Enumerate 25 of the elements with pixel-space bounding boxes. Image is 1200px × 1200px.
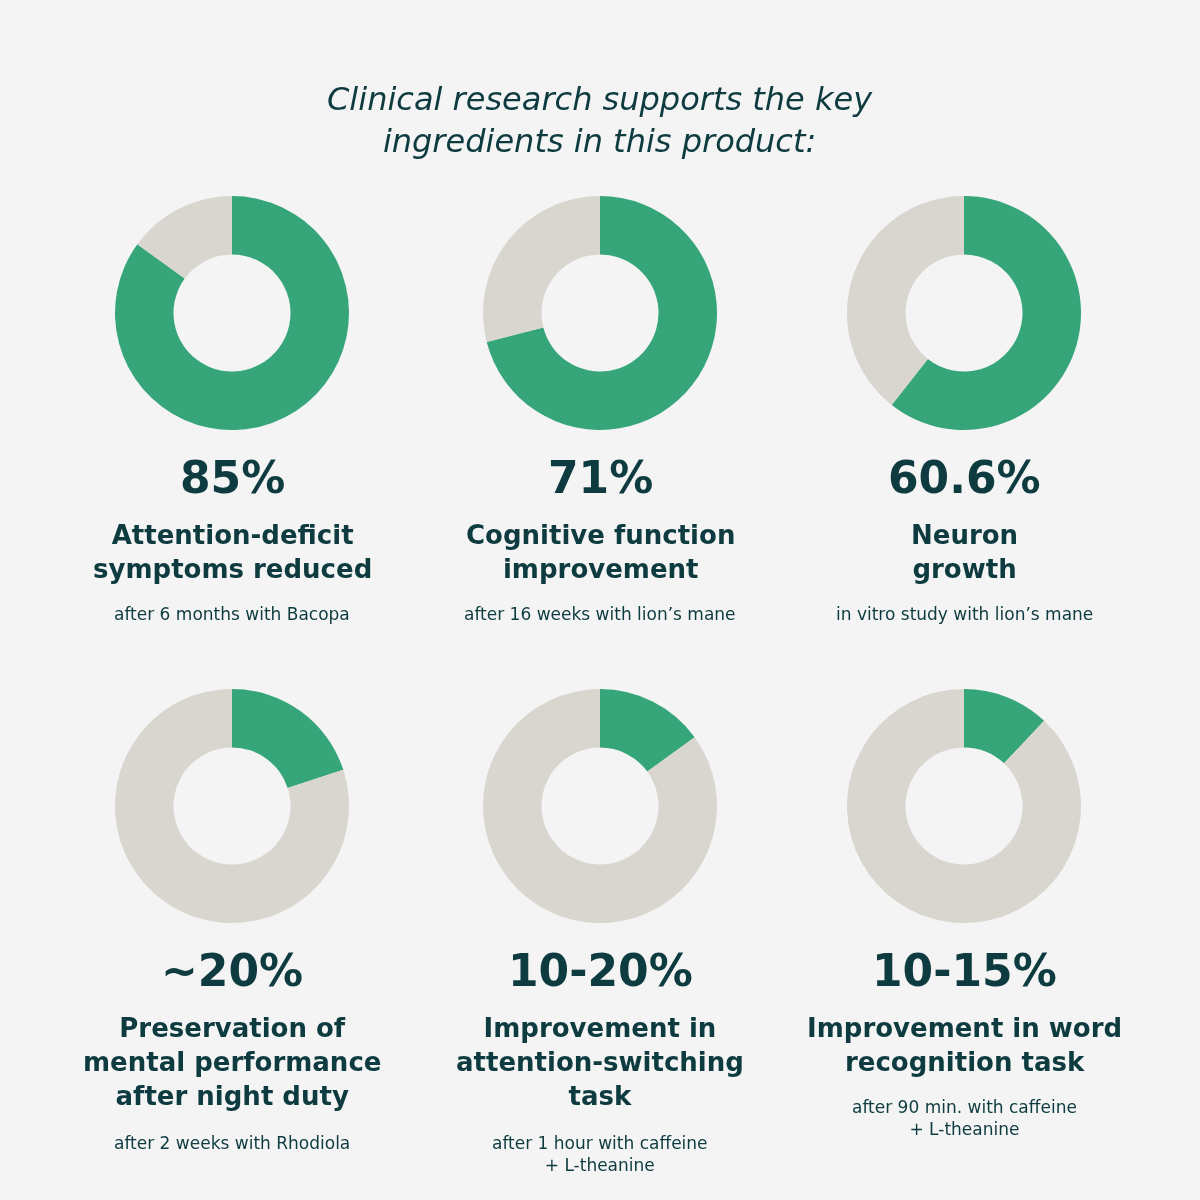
donut-slice (483, 196, 600, 343)
donut-slice (891, 196, 1081, 430)
text: after 90 min. with caffeine + L-theanine (852, 1097, 1077, 1140)
text: 71% Cognitive function improvement (466, 452, 736, 584)
donut-slice (600, 689, 695, 772)
donut-slice (483, 689, 717, 923)
text: 10-15% Improvement in word recognition task (807, 945, 1123, 1077)
donut-slice (964, 689, 1045, 764)
text: after 6 months with Bacopa (114, 604, 350, 624)
text: after 2 weeks with Rhodiola (114, 1133, 351, 1153)
text: 10-20% Improvement in attention-switching task (456, 945, 744, 1111)
donut-slice (115, 196, 349, 430)
text: after 16 weeks with lion’s mane (464, 604, 736, 624)
text: Clinical research supports the key ingredients in this product: (327, 80, 874, 160)
donut-slice (486, 196, 717, 430)
donut-slice (137, 196, 232, 279)
text: 60.6% Neuron growth (888, 452, 1041, 584)
donut-slice (115, 689, 349, 923)
donut-slice (847, 689, 1081, 923)
text: ~20% Preservation of mental performance after night duty (83, 945, 382, 1111)
text: 85% Attention-deficit symptoms reduced (93, 452, 373, 584)
text: after 1 hour with caffeine + L-theanine (492, 1133, 708, 1176)
donut-slice (847, 196, 964, 405)
donut-slice (232, 689, 344, 788)
text: in vitro study with lion’s mane (836, 604, 1094, 624)
